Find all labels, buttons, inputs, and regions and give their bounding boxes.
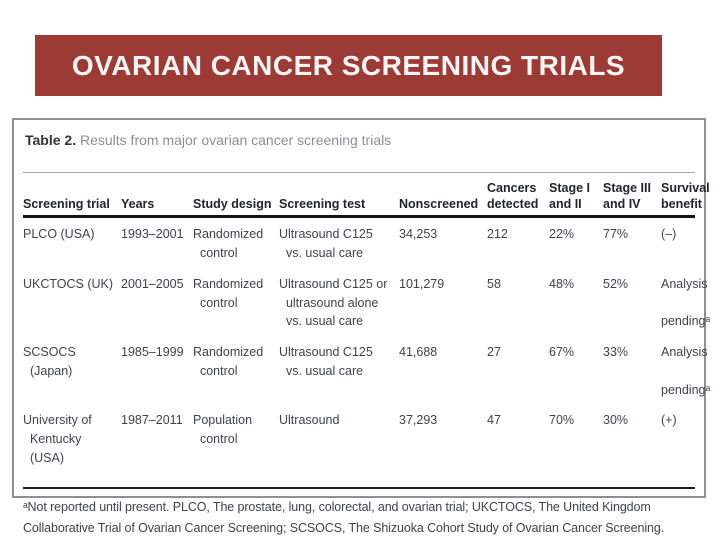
cell-stage-i-ii: 22% [549,227,575,242]
column-header-study-design: Study design [193,196,272,211]
column-header-stage-iii-iv: Stage III and IV [603,181,651,211]
cell-nonscreened: 37,293 [399,413,438,428]
cell-stage-i-ii: 48% [549,276,575,291]
cell-trial: UKCTOCS (UK) [23,276,114,291]
cell-cancers-detected: 58 [487,276,501,291]
table-row-scsocs: SCSOCS (Japan) 1985–1999 Randomized cont… [23,336,710,404]
column-header-survival-benefit: Survival benefit [661,181,710,211]
slide-title: OVARIAN CANCER SCREENING TRIALS [71,49,626,81]
cell-nonscreened: 101,279 [399,276,445,291]
cell-study-design: Randomized control [193,276,264,310]
cell-years: 2001–2005 [121,276,184,291]
cell-screening-test: Ultrasound C125 vs. usual care [279,227,373,260]
cell-stage-iii-iv: 30% [603,413,629,428]
cell-nonscreened: 41,688 [399,345,438,359]
cell-trial: University of Kentucky (USA) [23,413,92,465]
column-header-cancers-detected: Cancers detected [487,181,539,211]
table-row-plco: PLCO (USA) 1993–2001 Randomized control … [23,218,695,268]
cell-years: 1985–1999 [121,345,184,359]
cell-stage-i-ii: 67% [549,345,575,359]
cell-stage-iii-iv: 52% [603,276,629,291]
column-header-nonscreened: Nonscreened [399,196,479,211]
cell-study-design: Randomized control [193,227,264,260]
cell-cancers-detected: 27 [487,345,501,359]
cell-years: 1987–2011 [121,413,183,428]
cell-stage-i-ii: 70% [549,413,575,428]
cell-years: 1993–2001 [121,227,184,242]
slide-title-banner: OVARIAN CANCER SCREENING TRIALS [35,35,662,96]
column-header-years: Years [121,196,155,211]
table-figure: Table 2. Results from major ovarian canc… [12,118,710,535]
table-row-university-of-kentucky: University of Kentucky (USA) 1987–2011 P… [23,404,695,472]
cell-screening-test: Ultrasound C125 or ultrasound alone vs. … [279,276,388,329]
cell-survival-benefit: Analysis pendingᵃ [661,345,711,397]
cell-stage-iii-iv: 77% [603,227,629,242]
cell-survival-benefit: (+) [661,413,677,428]
table-caption: Table 2. Results from major ovarian canc… [25,132,695,148]
table-row-ukctocs: UKCTOCS (UK) 2001–2005 Randomized contro… [23,268,710,336]
cell-stage-iii-iv: 33% [603,345,629,359]
table-caption-text: Results from major ovarian cancer screen… [79,132,392,148]
cell-cancers-detected: 47 [487,413,501,428]
table-footnote: ᵃNot reported until present. PLCO, The p… [23,499,665,535]
column-header-screening-test: Screening test [279,196,366,211]
cell-trial: PLCO (USA) [23,227,95,242]
cell-cancers-detected: 212 [487,227,508,242]
cell-screening-test: Ultrasound [279,413,340,428]
cell-survival-benefit: Analysis pendingᵃ [661,276,711,329]
cell-study-design: Randomized control [193,345,264,378]
cell-survival-benefit: (–) [661,227,677,242]
table-caption-label: Table 2. [25,132,77,148]
column-header-stage-i-ii: Stage I and II [549,181,590,211]
column-header-screening-trial: Screening trial [23,196,110,211]
cell-trial: SCSOCS (Japan) [23,345,76,378]
table-header-row: Screening trial Years Study design Scree… [23,172,710,219]
cell-study-design: Population control [193,413,253,446]
cell-screening-test: Ultrasound C125 vs. usual care [279,345,373,378]
cell-nonscreened: 34,253 [399,227,438,242]
table-bottom-rule [23,486,695,489]
